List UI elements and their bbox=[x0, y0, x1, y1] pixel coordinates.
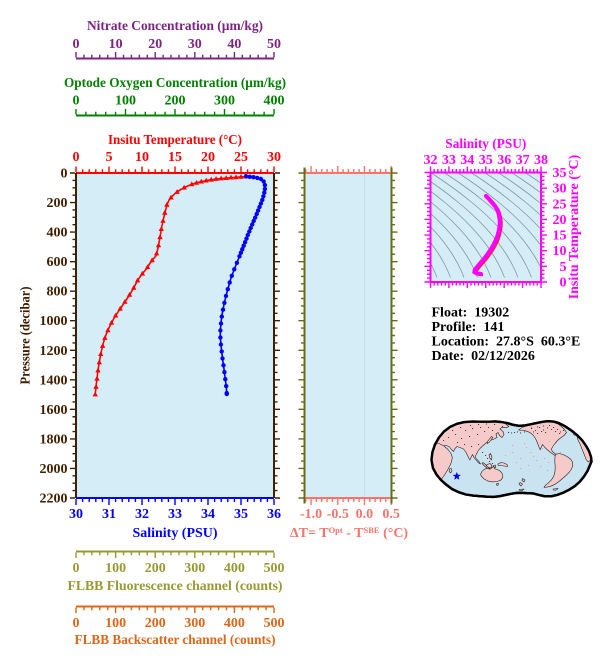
svg-text:-1.0: -1.0 bbox=[300, 507, 322, 522]
svg-text:1800: 1800 bbox=[40, 432, 68, 447]
svg-text:5: 5 bbox=[560, 260, 567, 275]
svg-text:25: 25 bbox=[553, 197, 567, 212]
svg-text:Salinity (PSU): Salinity (PSU) bbox=[445, 137, 526, 152]
svg-text:Insitu Temperature (°C): Insitu Temperature (°C) bbox=[108, 133, 242, 148]
svg-text:33: 33 bbox=[442, 153, 456, 168]
svg-text:2200: 2200 bbox=[40, 492, 68, 507]
svg-text:0: 0 bbox=[73, 561, 80, 576]
svg-text:32: 32 bbox=[135, 507, 149, 522]
svg-text:31: 31 bbox=[102, 507, 116, 522]
svg-text:Insitu Temperature (°C): Insitu Temperature (°C) bbox=[567, 154, 582, 299]
svg-text:0: 0 bbox=[73, 37, 80, 52]
svg-text:34: 34 bbox=[460, 153, 474, 168]
svg-text:300: 300 bbox=[184, 616, 205, 631]
svg-text:Profile: 141: Profile: 141 bbox=[432, 320, 505, 335]
svg-text:33: 33 bbox=[168, 507, 182, 522]
svg-text:38: 38 bbox=[534, 153, 548, 168]
svg-text:600: 600 bbox=[47, 255, 68, 270]
svg-text:1200: 1200 bbox=[40, 344, 68, 359]
svg-text:Float: 19302: Float: 19302 bbox=[432, 306, 510, 321]
svg-text:35: 35 bbox=[479, 153, 493, 168]
svg-text:37: 37 bbox=[516, 153, 530, 168]
svg-text:FLBB Backscatter channel (coun: FLBB Backscatter channel (counts) bbox=[75, 633, 276, 648]
svg-text:1000: 1000 bbox=[40, 314, 68, 329]
svg-text:200: 200 bbox=[47, 196, 68, 211]
svg-text:ΔT= TOpt - TSBE (°C): ΔT= TOpt - TSBE (°C) bbox=[290, 525, 409, 541]
svg-text:0.0: 0.0 bbox=[356, 507, 374, 522]
svg-text:5: 5 bbox=[106, 150, 113, 165]
svg-text:35: 35 bbox=[234, 507, 248, 522]
svg-text:-0.5: -0.5 bbox=[327, 507, 349, 522]
svg-text:30: 30 bbox=[69, 507, 83, 522]
svg-text:Date: 02/12/2026: Date: 02/12/2026 bbox=[432, 349, 535, 364]
svg-text:Nitrate Concentration (µm/kg): Nitrate Concentration (µm/kg) bbox=[87, 19, 263, 34]
svg-text:Salinity (PSU): Salinity (PSU) bbox=[133, 526, 218, 541]
svg-text:1400: 1400 bbox=[40, 373, 68, 388]
svg-text:500: 500 bbox=[264, 616, 285, 631]
svg-text:400: 400 bbox=[47, 226, 68, 241]
svg-text:200: 200 bbox=[145, 616, 166, 631]
svg-text:800: 800 bbox=[47, 285, 68, 300]
svg-text:400: 400 bbox=[264, 94, 285, 109]
svg-text:25: 25 bbox=[234, 150, 248, 165]
svg-text:20: 20 bbox=[553, 213, 567, 228]
svg-text:10: 10 bbox=[135, 150, 149, 165]
svg-text:36: 36 bbox=[497, 153, 511, 168]
svg-text:0: 0 bbox=[560, 276, 567, 291]
svg-text:10: 10 bbox=[553, 244, 567, 259]
svg-text:15: 15 bbox=[553, 229, 567, 244]
svg-text:0: 0 bbox=[73, 616, 80, 631]
svg-text:10: 10 bbox=[109, 37, 123, 52]
svg-text:20: 20 bbox=[201, 150, 215, 165]
svg-text:30: 30 bbox=[188, 37, 202, 52]
svg-text:2000: 2000 bbox=[40, 462, 68, 477]
svg-text:0: 0 bbox=[61, 167, 68, 182]
svg-text:36: 36 bbox=[267, 507, 281, 522]
svg-text:FLBB Fluorescence channel (cou: FLBB Fluorescence channel (counts) bbox=[68, 579, 283, 594]
svg-text:32: 32 bbox=[424, 153, 438, 168]
svg-text:100: 100 bbox=[115, 94, 136, 109]
svg-text:30: 30 bbox=[267, 150, 281, 165]
svg-text:35: 35 bbox=[553, 166, 567, 181]
svg-text:200: 200 bbox=[165, 94, 186, 109]
svg-text:Pressure (decibar): Pressure (decibar) bbox=[19, 286, 34, 384]
svg-text:0: 0 bbox=[73, 150, 80, 165]
svg-text:40: 40 bbox=[227, 37, 241, 52]
svg-text:300: 300 bbox=[184, 561, 205, 576]
svg-text:30: 30 bbox=[553, 182, 567, 197]
svg-text:1600: 1600 bbox=[40, 403, 68, 418]
svg-text:100: 100 bbox=[105, 616, 126, 631]
svg-text:Location: 27.8°S 60.3°E: Location: 27.8°S 60.3°E bbox=[432, 335, 581, 350]
svg-text:0.5: 0.5 bbox=[382, 507, 400, 522]
svg-text:Optode Oxygen Concentration (µ: Optode Oxygen Concentration (µm/kg) bbox=[64, 76, 286, 91]
svg-text:200: 200 bbox=[145, 561, 166, 576]
svg-text:500: 500 bbox=[264, 561, 285, 576]
svg-text:100: 100 bbox=[105, 561, 126, 576]
svg-text:0: 0 bbox=[73, 94, 80, 109]
svg-text:400: 400 bbox=[224, 616, 245, 631]
svg-text:20: 20 bbox=[148, 37, 162, 52]
svg-text:400: 400 bbox=[224, 561, 245, 576]
svg-text:50: 50 bbox=[267, 37, 281, 52]
svg-text:300: 300 bbox=[214, 94, 235, 109]
svg-text:34: 34 bbox=[201, 507, 215, 522]
svg-text:15: 15 bbox=[168, 150, 182, 165]
